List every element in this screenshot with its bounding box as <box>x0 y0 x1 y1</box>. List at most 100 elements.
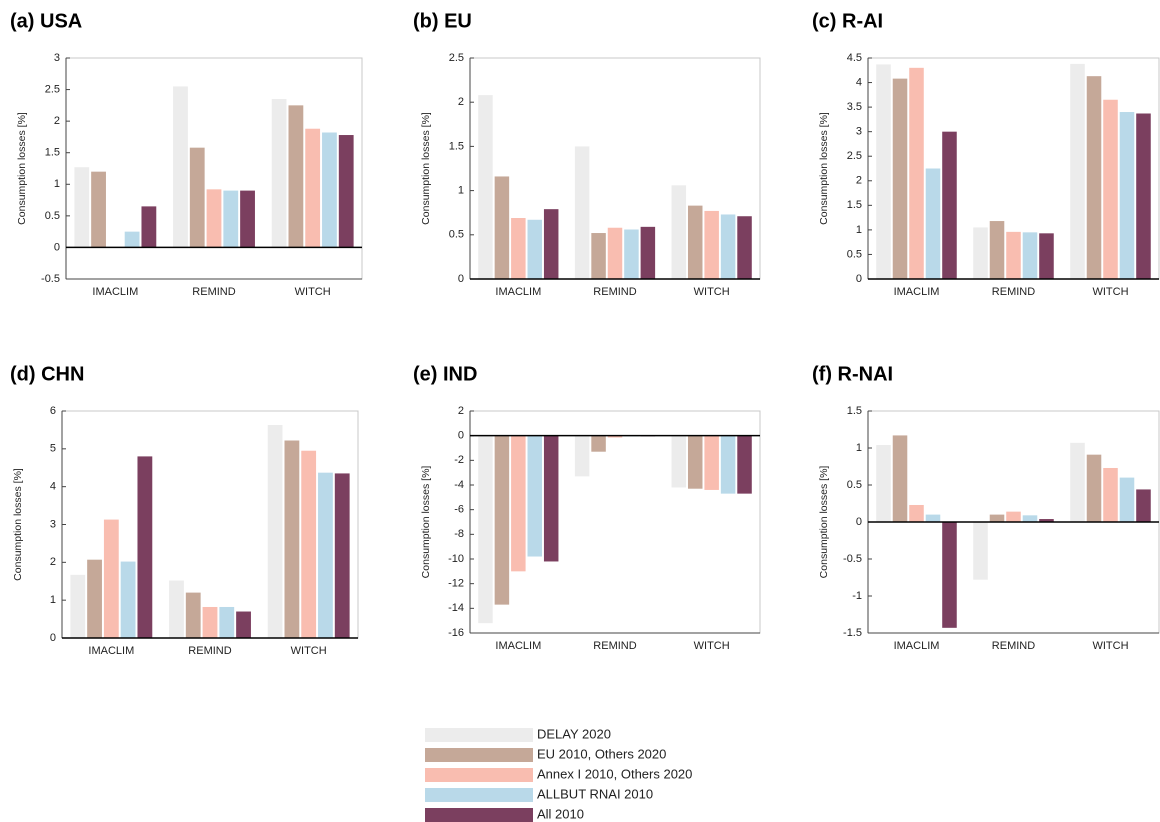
y-tick-label: 0 <box>458 430 464 442</box>
y-tick-label: 1 <box>856 442 862 454</box>
bar <box>70 574 86 638</box>
y-tick-label: 0.5 <box>45 210 60 222</box>
y-tick-label: -2 <box>454 454 464 466</box>
legend: DELAY 2020 EU 2010, Others 2020 Annex I 20… <box>425 726 692 822</box>
bar <box>301 450 317 638</box>
x-tick-label: REMIND <box>593 286 636 298</box>
bar <box>478 95 493 280</box>
y-tick-label: 5 <box>50 443 56 455</box>
bar <box>527 435 543 557</box>
bar <box>704 435 719 490</box>
y-tick-label: -14 <box>448 602 464 614</box>
y-tick-label: 2 <box>458 96 464 108</box>
bar <box>137 456 153 638</box>
bar <box>173 86 188 248</box>
x-tick-label: IMACLIM <box>894 640 940 652</box>
chart-title: (e) IND <box>413 363 477 385</box>
x-tick-label: WITCH <box>694 640 730 652</box>
y-axis-label: Consumption losses [%] <box>420 112 432 225</box>
bar <box>1022 232 1038 279</box>
y-tick-label: 1.5 <box>847 405 862 417</box>
bar <box>942 131 957 279</box>
y-tick-label: 1.5 <box>449 140 464 152</box>
bar <box>527 219 543 279</box>
x-tick-label: IMACLIM <box>495 286 541 298</box>
legend-label: All 2010 <box>537 806 584 821</box>
y-tick-label: 0.5 <box>847 479 862 491</box>
x-tick-label: REMIND <box>992 640 1035 652</box>
bar <box>671 185 687 279</box>
bar <box>288 105 304 248</box>
legend-label: EU 2010, Others 2020 <box>537 746 666 761</box>
bar <box>671 435 687 488</box>
legend-label: Annex I 2010, Others 2020 <box>537 766 692 781</box>
bar <box>1086 454 1102 522</box>
bar <box>185 592 201 638</box>
bar <box>909 504 924 522</box>
x-tick-label: IMACLIM <box>92 286 138 298</box>
bar <box>511 435 526 572</box>
x-tick-label: REMIND <box>192 286 235 298</box>
y-tick-label: -1.5 <box>843 627 862 639</box>
y-tick-label: -4 <box>454 479 464 491</box>
chart-title: (a) USA <box>10 10 82 32</box>
y-axis-label: Consumption losses [%] <box>12 468 24 581</box>
y-tick-label: 2 <box>856 175 862 187</box>
bar <box>478 435 493 624</box>
y-tick-label: 0 <box>54 241 60 253</box>
y-tick-label: 3 <box>856 126 862 138</box>
y-axis-label: Consumption losses [%] <box>420 466 432 579</box>
bar <box>1136 489 1151 522</box>
x-tick-label: WITCH <box>1092 286 1128 298</box>
bar <box>909 67 924 279</box>
bar <box>318 472 333 638</box>
y-tick-label: 0.5 <box>847 248 862 260</box>
bar <box>240 190 255 248</box>
legend-swatch <box>425 768 533 782</box>
bar <box>511 218 526 279</box>
x-tick-label: WITCH <box>291 645 327 657</box>
bar <box>189 147 205 248</box>
bar <box>1070 442 1085 522</box>
legend-label: DELAY 2020 <box>537 726 611 741</box>
chart-panel: (d) CHN 0 1 2 3 4 5 6 Consumption losses [%] IMAC… <box>10 363 359 657</box>
bar <box>87 559 102 638</box>
bar <box>591 435 606 452</box>
bar <box>876 64 891 279</box>
y-tick-label: 4 <box>50 481 56 493</box>
chart-title: (f) R-NAI <box>812 363 893 385</box>
bar <box>720 435 736 494</box>
bar <box>591 233 606 279</box>
y-tick-label: 1.5 <box>847 199 862 211</box>
bar <box>1103 467 1118 522</box>
y-tick-label: -6 <box>454 504 464 516</box>
bar <box>1136 113 1151 280</box>
y-tick-label: 2 <box>54 115 60 127</box>
y-tick-label: 4 <box>856 76 862 88</box>
bar <box>103 519 119 638</box>
bar <box>607 435 623 438</box>
bar <box>1006 231 1021 279</box>
y-tick-label: 0.5 <box>449 229 464 241</box>
legend-label: ALLBUT RNAI 2010 <box>537 786 653 801</box>
x-tick-label: IMACLIM <box>88 645 134 657</box>
y-tick-label: 1 <box>50 594 56 606</box>
y-tick-label: 1 <box>856 224 862 236</box>
bar <box>543 209 559 279</box>
chart-panel: (c) R-AI 0 0.5 1 1.5 2 2.5 3 3.5 4 4.5 Consumption … <box>812 10 1160 298</box>
y-tick-label: 3 <box>54 52 60 64</box>
x-tick-label: WITCH <box>694 286 730 298</box>
y-tick-label: 1 <box>54 178 60 190</box>
bar <box>169 580 184 638</box>
x-tick-label: REMIND <box>188 645 231 657</box>
y-tick-label: 4.5 <box>847 52 862 64</box>
chart-title: (c) R-AI <box>812 10 883 32</box>
bar <box>1039 519 1054 522</box>
x-tick-label: WITCH <box>1092 640 1128 652</box>
bar <box>973 227 988 279</box>
y-tick-label: 1.5 <box>45 147 60 159</box>
bar <box>720 214 736 279</box>
bar <box>223 190 239 248</box>
bar <box>1070 63 1085 279</box>
